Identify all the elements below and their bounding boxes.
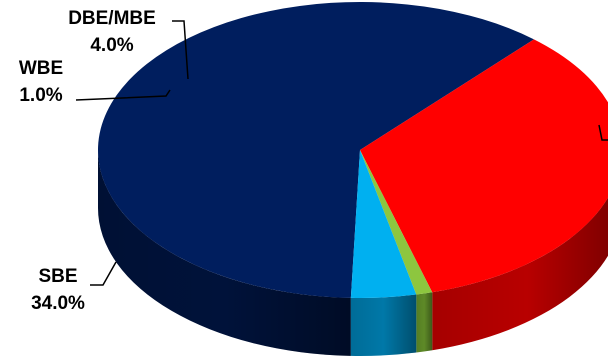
data-labels: SBE 34.0% WBE 1.0% DBE/MBE 4.0% <box>19 8 156 314</box>
slice-side-shade-dbe-mbe <box>350 294 417 356</box>
leader-line-sbe <box>90 261 117 286</box>
pie-tops <box>98 1 608 298</box>
slice-value-label-sbe: 34.0% <box>31 293 85 314</box>
slice-value-label-dbe-mbe: 4.0% <box>90 35 133 56</box>
slice-side-shade-other <box>98 150 351 356</box>
slice-other <box>98 1 534 298</box>
slice-side-shade-sbe <box>432 197 608 351</box>
pie-sides <box>98 150 608 356</box>
slice-name-label-dbe-mbe: DBE/MBE <box>68 8 156 29</box>
leader-lines <box>75 20 608 286</box>
leader-line-other <box>598 124 608 141</box>
slice-name-label-sbe: SBE <box>38 266 77 287</box>
leader-line-dbe-mbe <box>172 20 189 80</box>
leader-line-wbe <box>75 89 171 101</box>
slice-side-shade-wbe <box>416 292 433 353</box>
slice-name-label-wbe: WBE <box>19 58 63 79</box>
slice-dbe-mbe <box>350 150 417 298</box>
slice-wbe <box>360 150 433 295</box>
slice-value-label-wbe: 1.0% <box>19 85 62 106</box>
slice-sbe <box>360 39 608 293</box>
